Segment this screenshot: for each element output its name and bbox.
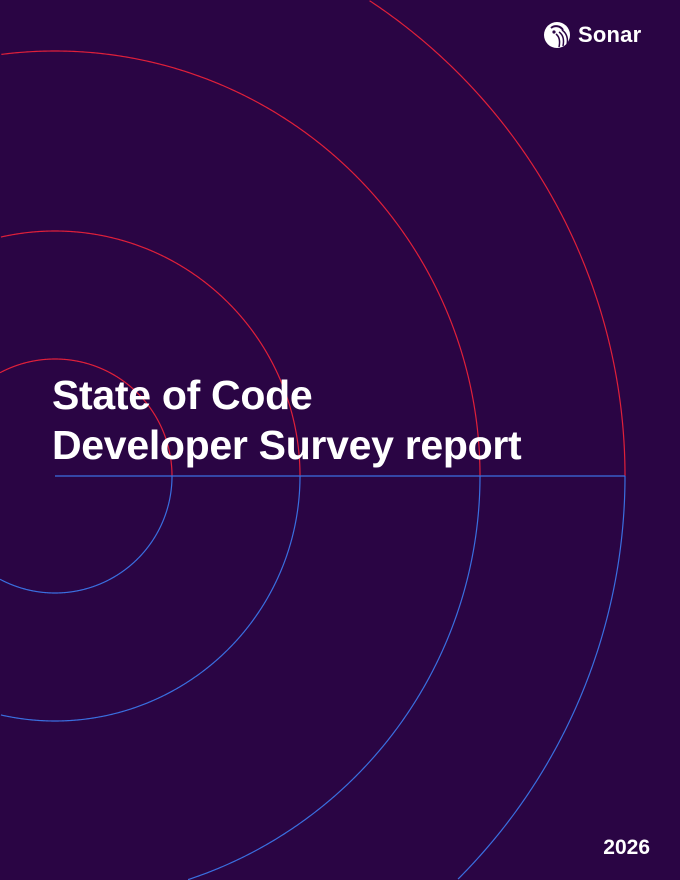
- brand-name: Sonar: [578, 22, 642, 47]
- arc-top-1: [0, 358, 173, 476]
- report-title: State of Code Developer Survey report: [52, 370, 522, 470]
- report-year: 2026: [603, 836, 650, 859]
- brand-logo: Sonar: [542, 20, 641, 50]
- title-line-2: Developer Survey report: [52, 422, 522, 468]
- sonar-logo-icon: [544, 22, 570, 48]
- arc-bottom-2: [0, 476, 301, 722]
- arc-top-2: [0, 230, 301, 476]
- arc-bottom-3: [187, 476, 481, 880]
- arc-top-3: [1, 50, 481, 476]
- arc-bottom-4: [457, 475, 626, 880]
- arc-top-4: [369, 0, 626, 477]
- arc-bottom-1: [0, 476, 173, 594]
- title-line-1: State of Code: [52, 372, 313, 418]
